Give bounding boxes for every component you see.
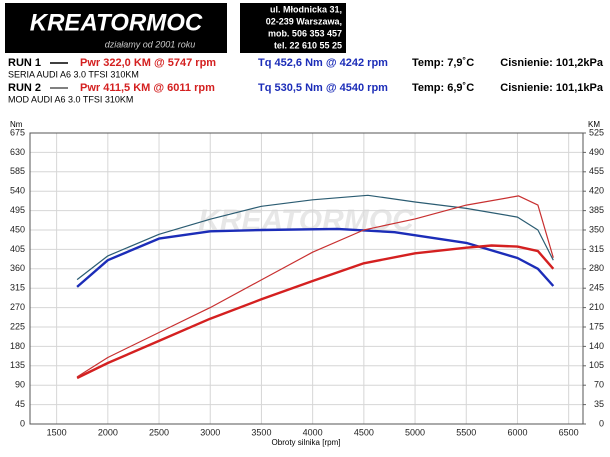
y2-tick-label: 210 [589, 302, 604, 312]
x-tick-label: 3000 [200, 427, 220, 437]
x-tick-label: 4000 [303, 427, 323, 437]
y2-tick-label: 455 [589, 166, 604, 176]
run-temp: Temp: 6,9˚C [412, 82, 474, 94]
y2-tick-label: 35 [594, 399, 604, 409]
address: 02-239 Warszawa, [266, 16, 342, 26]
logo-box [5, 3, 227, 53]
x-tick-label: 6000 [507, 427, 527, 437]
curve [76, 244, 555, 380]
run-pressure: Cisnienie: 101,2kPa [500, 57, 604, 69]
x-tick-label: 3500 [251, 427, 271, 437]
curve [76, 195, 554, 378]
slogan: działamy od 2001 roku [105, 39, 196, 49]
y-axis-label: Nm [10, 120, 23, 129]
y-tick-label: 180 [10, 341, 25, 351]
y-tick-label: 405 [10, 244, 25, 254]
run-pressure: Cisnienie: 101,1kPa [500, 82, 604, 94]
address: mob. 506 353 457 [268, 28, 342, 38]
curve [76, 227, 555, 288]
y2-tick-label: 385 [589, 205, 604, 215]
run-label: RUN 2 [8, 82, 41, 94]
y-tick-label: 540 [10, 186, 25, 196]
run-power: Pwr 322,0 KM @ 5747 rpm [80, 57, 216, 69]
x-tick-label: 5000 [405, 427, 425, 437]
y2-tick-label: 0 [599, 418, 604, 428]
y-tick-label: 225 [10, 321, 25, 331]
y-tick-label: 90 [15, 380, 25, 390]
y-tick-label: 450 [10, 224, 25, 234]
address: ul. Młodnicka 31, [270, 4, 342, 14]
y2-tick-label: 420 [589, 186, 604, 196]
y-tick-label: 630 [10, 147, 25, 157]
address-box [240, 3, 346, 53]
y-tick-label: 495 [10, 205, 25, 215]
x-tick-label: 1500 [47, 427, 67, 437]
x-tick-label: 2500 [149, 427, 169, 437]
run-car: SERIA AUDI A6 3.0 TFSI 310KM [8, 69, 139, 79]
run-label: RUN 1 [8, 57, 41, 69]
logo: KREATORMOC [30, 9, 203, 36]
address: tel. 22 610 55 25 [274, 40, 342, 50]
y2-tick-label: 315 [589, 244, 604, 254]
x-tick-label: 2000 [98, 427, 118, 437]
y-tick-label: 315 [10, 283, 25, 293]
y-tick-label: 270 [10, 302, 25, 312]
run-torque: Tq 530,5 Nm @ 4540 rpm [258, 82, 388, 94]
y2-tick-label: 280 [589, 263, 604, 273]
x-tick-label: 5500 [456, 427, 476, 437]
run-temp: Temp: 7,9˚C [412, 57, 474, 69]
y2-axis-label: KM [588, 120, 600, 129]
x-tick-label: 4500 [354, 427, 374, 437]
y2-tick-label: 350 [589, 224, 604, 234]
y2-tick-label: 105 [589, 360, 604, 370]
y2-tick-label: 245 [589, 283, 604, 293]
y-tick-label: 0 [20, 418, 25, 428]
y-tick-label: 135 [10, 360, 25, 370]
y-tick-label: 585 [10, 166, 25, 176]
curve [76, 194, 554, 281]
y2-tick-label: 490 [589, 147, 604, 157]
y2-tick-label: 140 [589, 341, 604, 351]
plot-frame [29, 132, 584, 425]
run-torque: Tq 452,6 Nm @ 4242 rpm [258, 57, 388, 69]
y-tick-label: 360 [10, 263, 25, 273]
y-tick-label: 45 [15, 399, 25, 409]
x-tick-label: 6500 [559, 427, 579, 437]
y2-tick-label: 70 [594, 380, 604, 390]
y2-tick-label: 175 [589, 321, 604, 331]
x-axis-label: Obroty silnika [rpm] [272, 438, 341, 447]
run-power: Pwr 411,5 KM @ 6011 rpm [80, 82, 215, 94]
y2-tick-label: 525 [589, 127, 604, 137]
run-car: MOD AUDI A6 3.0 TFSI 310KM [8, 94, 133, 104]
y-tick-label: 675 [10, 127, 25, 137]
